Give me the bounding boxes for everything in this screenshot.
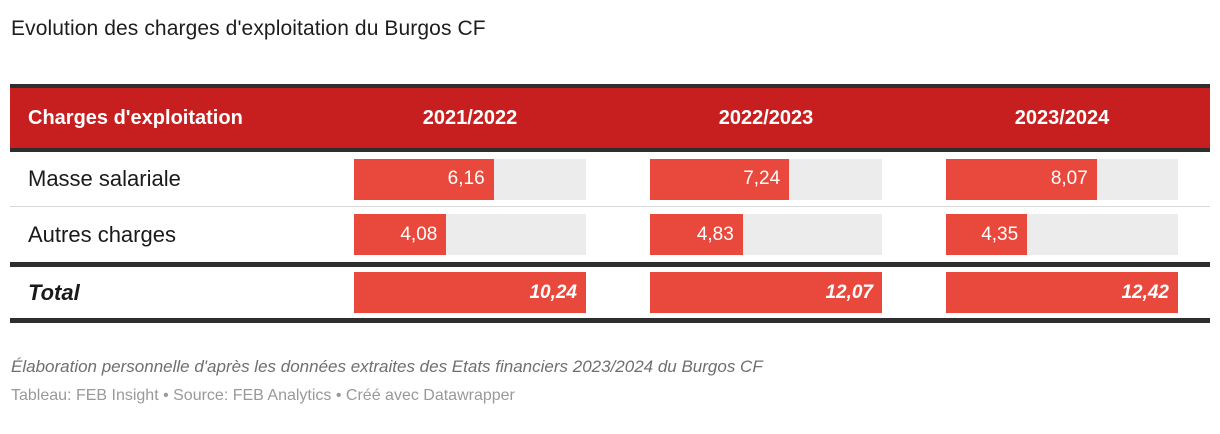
bar-fill: 4,35 [946,214,1028,255]
table-row-masse-salariale: Masse salariale 6,16 7,24 8,07 [10,152,1210,207]
bar-fill: 8,07 [946,158,1097,200]
header-cell-2023-2024: 2023/2024 [1014,106,1110,129]
row-label-total: Total [28,279,80,305]
bar-value: 4,08 [400,223,438,245]
table-row-autres-charges: Autres charges 4,08 4,83 4,35 [10,207,1210,262]
bar-track: 4,83 [650,214,882,255]
bar-track: 8,07 [946,158,1178,200]
bar-fill: 7,24 [650,158,790,200]
bar-value: 4,83 [696,223,734,245]
page-title: Evolution des charges d'exploitation du … [11,17,486,40]
bar-value: 7,24 [743,168,781,189]
bar-value: 8,07 [1050,168,1088,189]
bar-value-total: 10,24 [529,281,577,303]
row-label: Masse salariale [28,166,181,191]
row-label: Autres charges [28,221,176,247]
bar-track: 6,16 [354,158,586,200]
table-header-row: Charges d'exploitation 2021/2022 2022/20… [10,84,1210,152]
bar-fill-total: 10,24 [354,272,586,313]
bar-fill: 4,83 [650,214,743,255]
bar-value-total: 12,42 [1121,281,1169,303]
bar-fill-total: 12,42 [946,272,1178,313]
source-note: Élaboration personnelle d'après les donn… [11,357,763,376]
bar-value-total: 12,07 [825,281,873,303]
table-row-total: Total 10,24 12,07 12,42 [10,262,1210,323]
header-cell-2021-2022: 2021/2022 [422,106,518,129]
bar-value: 4,35 [981,223,1019,245]
bar-track: 7,24 [650,158,882,200]
bar-fill: 6,16 [354,158,494,200]
bar-track: 4,35 [946,214,1178,255]
bar-track: 10,24 [354,272,586,313]
header-cell-2022-2023: 2022/2023 [718,106,814,129]
bar-track: 12,42 [946,272,1178,313]
bar-track: 12,07 [650,272,882,313]
charges-table: Charges d'exploitation 2021/2022 2022/20… [10,84,1210,323]
bar-fill-total: 12,07 [650,272,882,313]
bar-value: 6,16 [447,168,485,189]
bar-fill: 4,08 [354,214,447,255]
header-cell-charges: Charges d'exploitation [28,106,243,129]
attribution-line: Tableau: FEB Insight • Source: FEB Analy… [11,387,515,404]
bar-track: 4,08 [354,214,586,255]
